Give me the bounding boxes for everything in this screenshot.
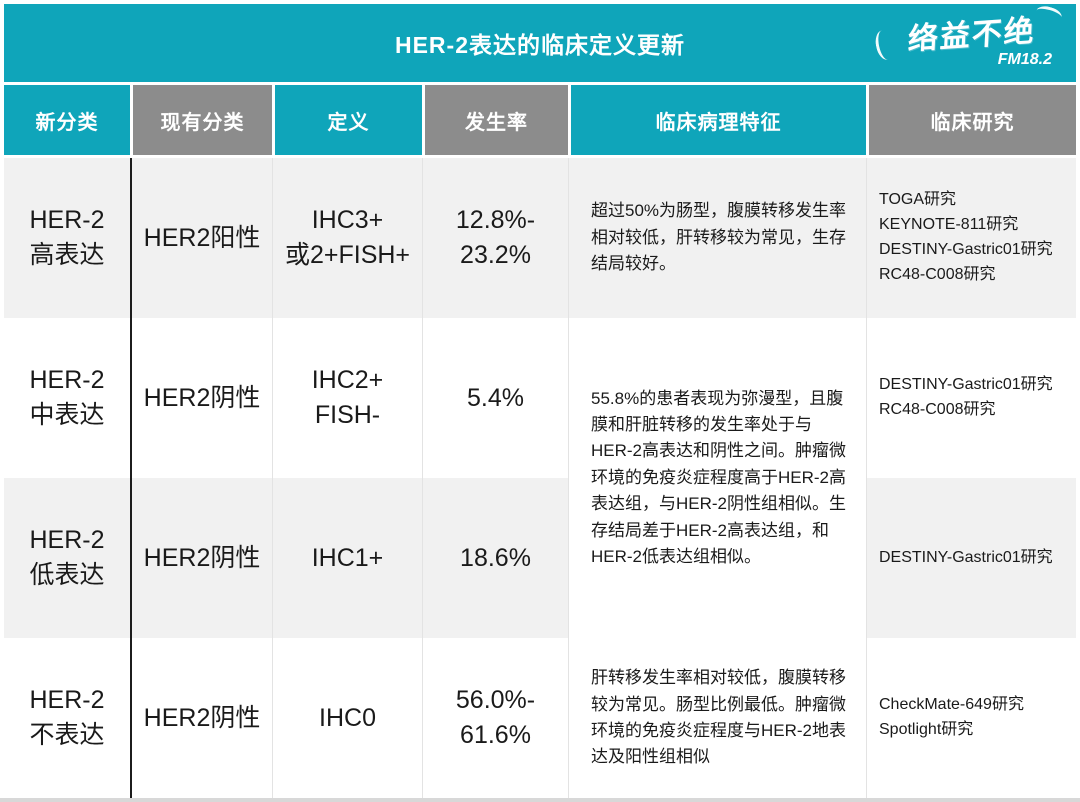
cell-incidence-row3: 18.6% xyxy=(422,478,568,638)
column-header-definition: 定义 xyxy=(272,85,422,158)
page-title: HER-2表达的临床定义更新 xyxy=(394,32,685,58)
cell-definition-row1: IHC3+ 或2+FISH+ xyxy=(272,158,422,318)
cell-current-class-row1: HER2阳性 xyxy=(130,158,272,318)
cell-incidence-row2: 5.4% xyxy=(422,318,568,478)
cell-pathology-row1: 超过50%为肠型，腹膜转移发生率相对较低，肝转移较为常见，生存结局较好。 xyxy=(568,158,866,318)
cell-definition-row3: IHC1+ xyxy=(272,478,422,638)
cell-incidence-row1: 12.8%- 23.2% xyxy=(422,158,568,318)
cell-new-class-row3: HER-2 低表达 xyxy=(4,478,130,638)
cell-new-class-row1: HER-2 高表达 xyxy=(4,158,130,318)
cell-studies-row4: CheckMate-649研究 Spotlight研究 xyxy=(866,638,1076,798)
cell-definition-row2: IHC2+ FISH- xyxy=(272,318,422,478)
cell-new-class-row2: HER-2 中表达 xyxy=(4,318,130,478)
bottom-edge-bar xyxy=(0,798,1080,802)
logo-subtext: FM18.2 xyxy=(997,51,1052,68)
column-header-incidence: 发生率 xyxy=(422,85,568,158)
brand-logo: 络益不绝 FM18.2 xyxy=(873,3,1064,78)
column-header-pathology: 临床病理特征 xyxy=(568,85,866,158)
column-header-studies: 临床研究 xyxy=(866,85,1076,158)
her2-definition-table: 新分类 现有分类 定义 发生率 临床病理特征 临床研究 HER-2 高表达 HE… xyxy=(4,85,1076,798)
cell-pathology-row2-3-merged: 55.8%的患者表现为弥漫型，且腹膜和肝脏转移的发生率处于与HER-2高表达和阴… xyxy=(568,318,866,638)
cell-new-class-row4: HER-2 不表达 xyxy=(4,638,130,798)
column-header-current-class: 现有分类 xyxy=(130,85,272,158)
cell-studies-row3: DESTINY-Gastric01研究 xyxy=(866,478,1076,638)
cell-current-class-row4: HER2阴性 xyxy=(130,638,272,798)
cell-studies-row1: TOGA研究 KEYNOTE-811研究 DESTINY-Gastric01研究… xyxy=(866,158,1076,318)
cell-incidence-row4: 56.0%- 61.6% xyxy=(422,638,568,798)
column-header-new-class: 新分类 xyxy=(4,85,130,158)
cell-pathology-row4: 肝转移发生率相对较低，腹膜转移较为常见。肠型比例最低。肿瘤微环境的免疫炎症程度与… xyxy=(568,638,866,798)
cell-definition-row4: IHC0 xyxy=(272,638,422,798)
top-banner: HER-2表达的临床定义更新 络益不绝 FM18.2 xyxy=(4,3,1076,82)
cell-current-class-row3: HER2阴性 xyxy=(130,478,272,638)
cell-studies-row2: DESTINY-Gastric01研究 RC48-C008研究 xyxy=(866,318,1076,478)
cell-current-class-row2: HER2阴性 xyxy=(130,318,272,478)
